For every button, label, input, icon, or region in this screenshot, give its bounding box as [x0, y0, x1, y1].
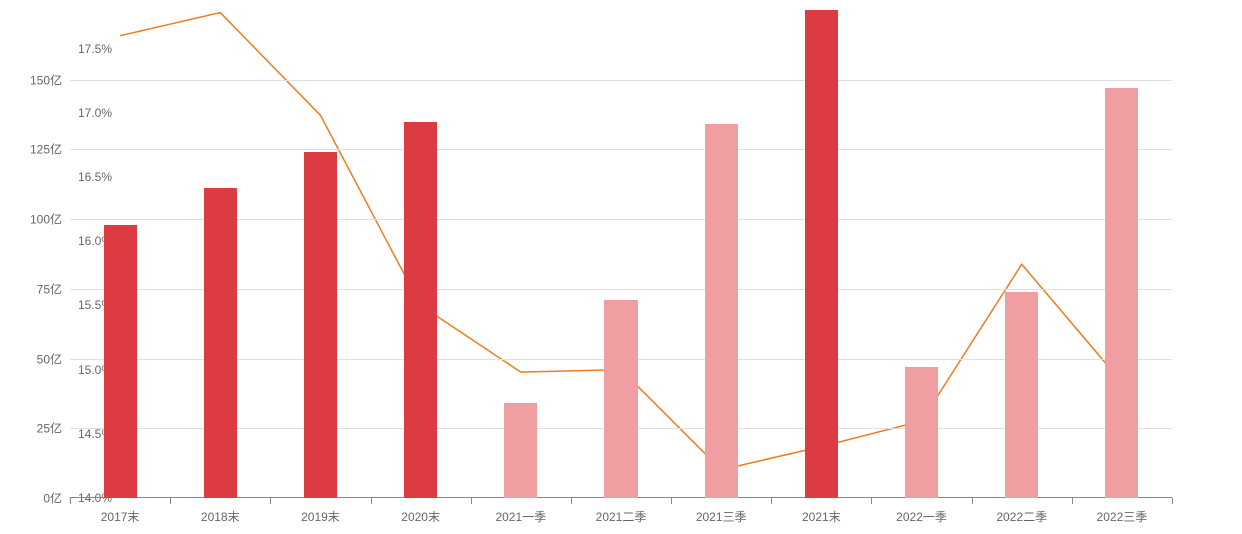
y-right-tick-label: 17.0%	[78, 106, 140, 120]
y-right-tick-label: 16.5%	[78, 170, 140, 184]
bar	[905, 367, 938, 498]
x-tick-mark	[371, 498, 372, 504]
x-tick-mark	[270, 498, 271, 504]
y-left-tick-label: 150亿	[0, 71, 62, 88]
x-axis-label: 2021末	[802, 508, 841, 525]
gridline	[70, 149, 1172, 150]
x-tick-mark	[1172, 498, 1173, 504]
bar	[404, 122, 437, 498]
x-axis-label: 2022二季	[996, 508, 1047, 525]
x-tick-mark	[972, 498, 973, 504]
x-axis-label: 2020末	[401, 508, 440, 525]
x-axis-label: 2022一季	[896, 508, 947, 525]
x-axis-label: 2018末	[201, 508, 240, 525]
bar	[504, 403, 537, 498]
x-tick-mark	[170, 498, 171, 504]
bar	[304, 152, 337, 498]
y-left-tick-label: 75亿	[0, 280, 62, 297]
y-left-tick-label: 25亿	[0, 420, 62, 437]
bar	[705, 124, 738, 498]
bar	[805, 10, 838, 498]
x-tick-mark	[671, 498, 672, 504]
x-tick-mark	[571, 498, 572, 504]
x-axis-label: 2017末	[101, 508, 140, 525]
bar	[1005, 292, 1038, 498]
x-axis-label: 2021二季	[596, 508, 647, 525]
bar	[204, 188, 237, 498]
x-axis-label: 2022三季	[1097, 508, 1148, 525]
y-left-tick-label: 125亿	[0, 141, 62, 158]
bar	[604, 300, 637, 498]
y-left-tick-label: 50亿	[0, 350, 62, 367]
y-left-tick-label: 100亿	[0, 211, 62, 228]
x-tick-mark	[471, 498, 472, 504]
x-tick-mark	[1072, 498, 1073, 504]
y-right-tick-label: 17.5%	[78, 42, 140, 56]
plot-area: 0亿25亿50亿75亿100亿125亿150亿14.0%14.5%15.0%15…	[70, 10, 1172, 498]
bar	[104, 225, 137, 498]
x-axis-label: 2021一季	[495, 508, 546, 525]
x-axis-label: 2021三季	[696, 508, 747, 525]
x-axis-label: 2019末	[301, 508, 340, 525]
combo-chart: 0亿25亿50亿75亿100亿125亿150亿14.0%14.5%15.0%15…	[0, 0, 1242, 534]
x-tick-mark	[871, 498, 872, 504]
y-left-tick-label: 0亿	[0, 490, 62, 507]
x-tick-mark	[70, 498, 71, 504]
gridline	[70, 80, 1172, 81]
x-tick-mark	[771, 498, 772, 504]
bar	[1105, 88, 1138, 498]
